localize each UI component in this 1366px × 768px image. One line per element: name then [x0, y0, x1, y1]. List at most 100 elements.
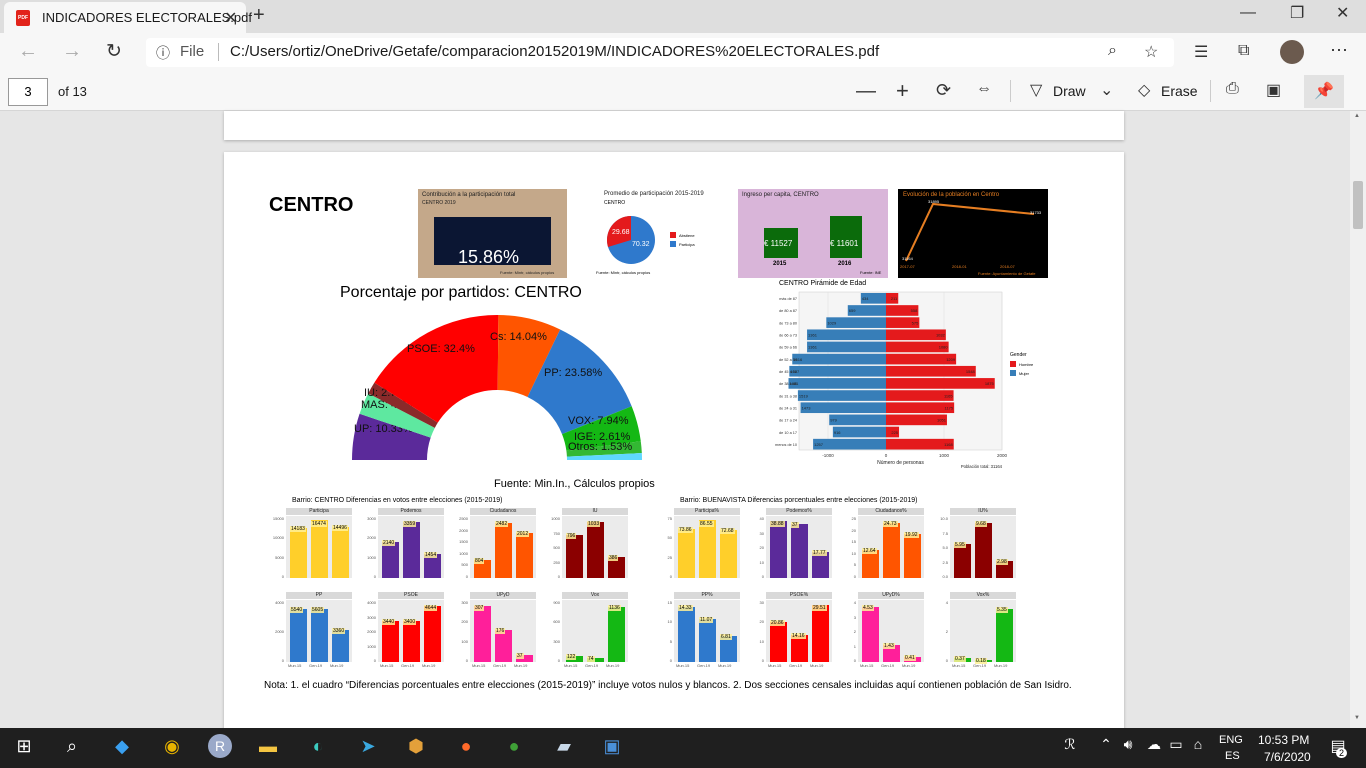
tab-title: INDICADORES ELECTORALES.pdf	[42, 10, 252, 25]
bar-y-tick: 200	[461, 619, 468, 625]
erase-icon[interactable]: ◇	[1138, 82, 1151, 99]
photos-app-icon[interactable]: ▣	[603, 736, 621, 756]
r-icon[interactable]: R	[200, 734, 240, 758]
piramide-age-label: de 80 a 87	[779, 309, 797, 313]
bar-value-label: 14183	[290, 525, 306, 532]
erase-button[interactable]: Erase	[1161, 83, 1198, 99]
pin-toolbar-button[interactable]: 📌	[1304, 75, 1344, 108]
piramide-age-label: de 52 a 59	[779, 358, 797, 362]
scrollbar[interactable]: ▲ ▼	[1350, 111, 1366, 728]
minimize-icon[interactable]: —	[1240, 4, 1256, 21]
cloud-icon[interactable]: ☁	[1147, 736, 1161, 752]
piramide-bar-mujer	[847, 305, 886, 316]
avatar[interactable]	[1280, 40, 1304, 64]
piramide-value-hombre: 211	[891, 296, 898, 301]
scroll-up-icon[interactable]: ▲	[1354, 113, 1360, 119]
bar-y-tick: 30	[759, 530, 764, 536]
piramide-title: CENTRO Pirámide de Edad	[779, 280, 867, 287]
notes-app-icon[interactable]: ▰	[557, 736, 571, 756]
promedio-label-participa: 70.32	[632, 241, 650, 248]
vscode-icon[interactable]: ◆	[115, 736, 129, 756]
window-close-icon[interactable]: ✕	[1336, 5, 1350, 22]
clock-date[interactable]: 7/6/2020	[1264, 750, 1311, 764]
zoom-icon[interactable]: ⌕	[1108, 42, 1117, 59]
piramide-value-mujer: 1616	[793, 357, 803, 362]
bar-x-label: Gen.19	[493, 663, 507, 668]
promedio-slice-abstiene	[607, 216, 631, 247]
clock-time[interactable]: 10:53 PM	[1258, 733, 1310, 747]
bar-y-tick: 10000	[272, 535, 284, 541]
zoom-in-icon[interactable]: +	[896, 78, 909, 103]
search-icon[interactable]: ⌕	[66, 736, 78, 756]
file-explorer-icon[interactable]: ▬	[259, 736, 277, 756]
piramide-value-hombre: 575	[912, 320, 919, 325]
favorites-list-icon[interactable]: ☰	[1194, 44, 1209, 61]
bar-panel-upyd-pct: UPyD% 4.53 1.43 0.41 4 3 2 1 0 Mun.15 Gen.19 Mun.19	[836, 592, 924, 672]
bar-undefined	[290, 609, 307, 662]
piramide-bar-hombre	[886, 317, 920, 328]
refresh-icon[interactable]: ↻	[106, 41, 122, 62]
bar-x-label: Mun.15	[952, 663, 966, 668]
bar-value-label: 38.88	[770, 521, 785, 527]
telegram-icon[interactable]: ➤	[360, 736, 376, 756]
browser-tab[interactable]: PDF INDICADORES ELECTORALES.pdf ✕	[4, 2, 252, 33]
fit-page-icon[interactable]: ⇔	[976, 80, 992, 97]
address-text[interactable]: C:/Users/ortiz/OneDrive/Getafe/comparaci…	[230, 43, 880, 60]
more-menu-icon[interactable]: ⋯	[1330, 40, 1348, 60]
restore-icon[interactable]: ❐	[1290, 5, 1305, 22]
scroll-down-icon[interactable]: ▼	[1354, 715, 1360, 721]
draw-icon[interactable]: ▽	[1030, 82, 1043, 99]
back-icon[interactable]: ←	[18, 40, 38, 62]
volume-icon[interactable]: 🔊︎	[1123, 736, 1133, 752]
bar-x-label: Mun.19	[422, 663, 436, 668]
piramide-bar-mujer	[829, 414, 886, 426]
piramide-bar-hombre	[886, 390, 954, 401]
draw-button[interactable]: Draw	[1053, 83, 1086, 99]
start-icon[interactable]: ⊞	[16, 736, 32, 756]
bar-y-tick: 20	[759, 619, 764, 625]
ingreso-title: Ingreso per capita, CENTRO	[742, 192, 819, 198]
battery-icon[interactable]: ▭	[1169, 736, 1183, 752]
poblacion-p3: 31733	[1030, 210, 1042, 215]
bar-y-tick: 50	[667, 535, 672, 541]
address-bar[interactable]: ⓘ File C:/Users/ortiz/OneDrive/Getafe/co…	[146, 38, 1174, 67]
save-icon[interactable]: ▣	[1266, 82, 1282, 99]
brush-app-icon[interactable]: ●	[460, 736, 472, 756]
edge-icon[interactable]: ◐	[312, 736, 324, 756]
bar-undefined	[770, 621, 787, 662]
language-code[interactable]: ENG	[1219, 734, 1243, 746]
collections-icon[interactable]: ⧉	[1238, 42, 1250, 59]
bar-y-tick: 3000	[367, 516, 376, 521]
piramide-value-hombre: 1051	[937, 418, 947, 423]
bar-undefined	[678, 528, 695, 578]
bar-panel-pp: PP 5540 5605 3360 4000 2000 0 Mun.15 Gen.19 Mun.1…	[264, 592, 352, 672]
chrome-icon[interactable]: ◉	[164, 736, 180, 756]
rotate-icon[interactable]: ⟳	[936, 80, 952, 100]
close-tab-icon[interactable]: ✕	[224, 10, 238, 27]
favorite-star-icon[interactable]: ☆	[1144, 44, 1159, 61]
bar-x-label: Gen.19	[309, 663, 323, 668]
new-tab-icon[interactable]: +	[253, 4, 265, 26]
mongo-app-icon[interactable]: ●	[508, 736, 520, 756]
bar-y-tick: 40	[759, 516, 764, 521]
bar-plot-area: 5.95 9.68 2.98	[950, 516, 1016, 578]
scroll-thumb[interactable]	[1353, 181, 1363, 229]
cube-app-icon[interactable]: ⬢	[408, 736, 424, 756]
bar-y-tick: 0	[761, 658, 764, 663]
people-icon[interactable]: ℛ	[1064, 736, 1076, 752]
piramide-chart: -1000 0 1000 2000 más de 87 211 434 de 80 a 87 5…	[775, 291, 1008, 468]
piramide-bar-hombre	[886, 305, 919, 316]
forward-icon[interactable]: →	[62, 40, 82, 62]
bar-value-label: 3359	[403, 521, 417, 527]
bar-value-label: 176	[495, 628, 506, 634]
bar-undefined	[996, 560, 1013, 578]
network-icon[interactable]: ⌂	[1193, 736, 1203, 752]
bar-plot-area: 0.37 0.18 5.35	[950, 600, 1016, 665]
bar-value-label: 12.64	[862, 547, 877, 554]
print-icon[interactable]: ⎙	[1226, 80, 1239, 97]
region-code[interactable]: ES	[1225, 750, 1240, 762]
page-number-input[interactable]: 3	[8, 78, 48, 106]
chevron-down-icon[interactable]: ⌄	[1100, 82, 1114, 99]
zoom-out-icon[interactable]: —	[856, 80, 876, 102]
tray-chevron-icon[interactable]: ⌃	[1100, 736, 1112, 752]
